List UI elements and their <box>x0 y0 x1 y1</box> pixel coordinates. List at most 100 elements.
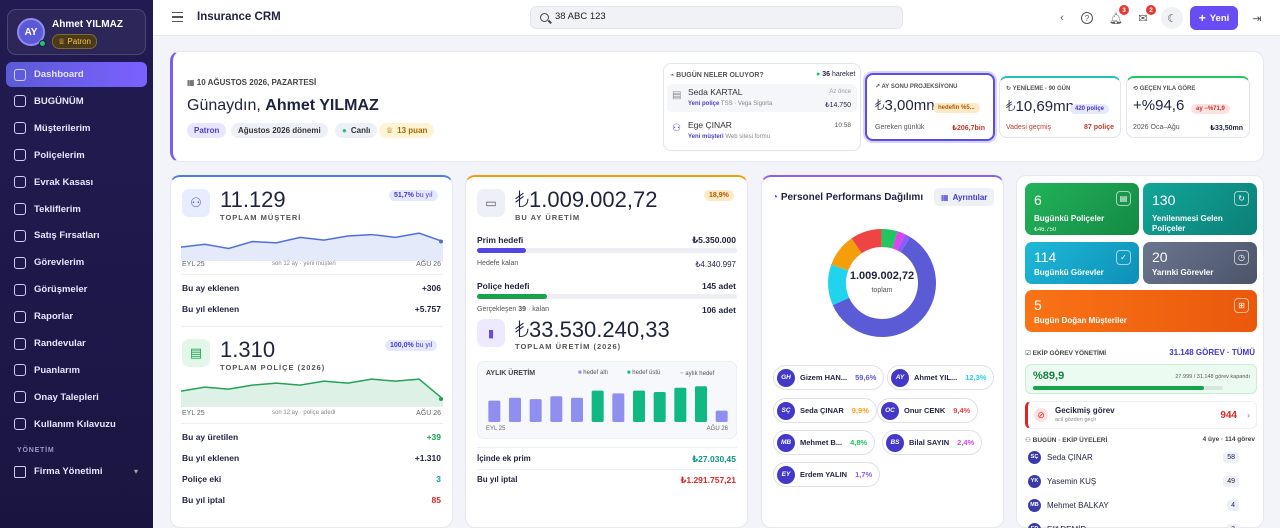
dark-mode-icon[interactable]: ☾ <box>1161 7 1183 29</box>
ek-label: İçinde ek prim <box>477 454 531 463</box>
sidebar-item-10[interactable]: Randevular <box>6 331 147 356</box>
performance-person[interactable]: BS Bilal SAYIN 2,4% <box>882 430 983 455</box>
tasks-progress-box: %89,9 27.999 / 31.148 görev kapandı <box>1025 364 1257 394</box>
person-avatar: AY <box>891 368 909 387</box>
monthly-bar <box>612 393 625 422</box>
tile-renewals[interactable]: 130 Yenilenmesi Gelen Poliçeler ↻ <box>1143 183 1257 235</box>
tasks-link[interactable]: 31.148 GÖREV · TÜMÜ <box>1169 348 1255 357</box>
bar-chart-icon: ▮ <box>477 319 505 347</box>
team-member-row[interactable]: ED Elif DEMİR 3 <box>1028 521 1245 528</box>
tasks-detail: 27.999 / 31.148 görev kapandı <box>1175 374 1250 380</box>
tile-todays-tasks[interactable]: 114 Bugünkü Görevler ✓ <box>1025 242 1139 284</box>
tile-todays-policies[interactable]: 6 Bugünkü Poliçeler ₺46.750 ▤ <box>1025 183 1139 235</box>
customers-badge-suffix: bu yıl <box>415 192 433 199</box>
team-member-row[interactable]: SÇ Seda ÇINAR 58 <box>1028 449 1245 465</box>
document-icon: ▤ <box>672 90 682 101</box>
member-avatar: MB <box>1028 498 1041 512</box>
new-button[interactable]: + Yeni <box>1190 6 1238 30</box>
sidebar-item-6[interactable]: Satış Fırsatları <box>6 223 147 248</box>
tile-value: 5 <box>1034 297 1042 313</box>
overdue-label: Gecikmiş görev <box>1055 406 1115 415</box>
sidebar-item-9[interactable]: Raporlar <box>6 304 147 329</box>
tile-tomorrow-tasks[interactable]: 20 Yarınki Görevler ◷ <box>1143 242 1257 284</box>
performance-person[interactable]: MB Mehmet B... 4,8% <box>773 430 876 455</box>
sidebar-item-firma-yonetimi[interactable]: Firma Yönetimi ▾ <box>6 459 147 484</box>
tasks-title-text: EKİP GÖREV YÖNETİMİ <box>1032 350 1107 357</box>
performance-title-text: Personel Performans Dağılımı <box>780 192 924 203</box>
person-name: Seda ÇINAR <box>800 406 844 415</box>
calendar-icon <box>14 95 26 108</box>
tasks-progress-track <box>1033 386 1223 390</box>
document-icon: ▤ <box>1116 191 1131 206</box>
person-pct: 9,4% <box>953 406 971 415</box>
member-name: Yasemin KUŞ <box>1047 476 1097 486</box>
online-status-dot <box>39 40 46 47</box>
member-avatar: ED <box>1028 522 1041 528</box>
bell-icon[interactable]: 🔔︎ 3 <box>1108 5 1129 26</box>
performance-person[interactable]: GH Gizem HAN... 59,6% <box>773 365 885 390</box>
production-label: BU AY ÜRETİM <box>515 213 581 222</box>
activity-item[interactable]: ⚇ Ege ÇINAR 10:58 Yeni müşteri Web sites… <box>667 117 857 145</box>
help-icon[interactable]: ? <box>1081 12 1093 24</box>
axis-label-right: AĞU 26 <box>706 426 728 432</box>
details-button[interactable]: ▦ Ayrıntılar <box>934 188 995 206</box>
logout-icon[interactable]: ⇥ <box>1252 12 1262 25</box>
sidebar-item-11[interactable]: Puanlarım <box>6 358 147 383</box>
member-count: 58 <box>1223 451 1239 463</box>
axis-label-right: AĞU 26 <box>416 261 441 268</box>
axis-label-left: EYL 25 <box>182 261 205 268</box>
sidebar-item-13[interactable]: Kullanım Kılavuzu <box>6 412 147 437</box>
sidebar-item-7[interactable]: Görevlerim <box>6 250 147 275</box>
tile-value: 114 <box>1034 249 1057 265</box>
performance-person[interactable]: AY Ahmet YIL... 12,3% <box>887 365 995 390</box>
search-box[interactable] <box>530 6 903 29</box>
monthly-bar <box>633 390 645 422</box>
sidebar-item-3[interactable]: Poliçelerim <box>6 143 147 168</box>
chevron-left-icon[interactable]: ‹ <box>1060 12 1064 24</box>
team-member-row[interactable]: YK Yasemin KUŞ 49 <box>1028 473 1245 489</box>
performance-person[interactable]: EY Erdem YALIN 1,7% <box>773 462 881 487</box>
profile-card[interactable]: AY Ahmet YILMAZ ♕ Patron <box>7 9 146 55</box>
prim-progress-track <box>477 248 737 253</box>
menu-icon[interactable] <box>172 12 183 22</box>
sidebar-item-0[interactable]: Dashboard <box>6 62 147 87</box>
policies-sparkline <box>181 378 443 407</box>
policies-value: 1.310 <box>220 337 276 362</box>
dashboard-icon <box>14 68 26 81</box>
kpi-badge: hedefin %5... <box>933 103 980 113</box>
kpi-renewal-card[interactable]: ↻ YENİLEME - 90 GÜN ₺10,69mn 420 poliçe … <box>999 76 1121 138</box>
kpi-yoy-card[interactable]: ⟲ GEÇEN YILA GÖRE +%94,6 ay −%71,9 2026 … <box>1126 76 1250 138</box>
sidebar-item-2[interactable]: Müşterilerim <box>6 116 147 141</box>
performance-person[interactable]: OC Onur CENK 9,4% <box>877 398 979 423</box>
users-icon: ⚇ <box>182 189 210 217</box>
tile-birthdays[interactable]: 5 Bugün Doğan Müşteriler ⊞ <box>1025 290 1257 332</box>
overdue-tasks-row[interactable]: ⊘ Gecikmiş görev acil gözden geçir 944 › <box>1025 401 1257 429</box>
stat-label: Bu yıl iptal <box>182 495 225 505</box>
performance-title: ◔ Personel Performans Dağılımı <box>772 192 923 203</box>
person-avatar: EY <box>777 465 795 484</box>
kpi-title: ↻ YENİLEME - 90 GÜN <box>1006 86 1071 92</box>
performance-person[interactable]: SÇ Seda ÇINAR 9,9% <box>773 398 877 423</box>
prim-value: ₺5.350.000 <box>692 235 736 245</box>
customers-card: ⚇ 11.129 TOPLAM MÜŞTERİ 51,7% bu yıl EYL… <box>170 175 453 528</box>
sidebar-item-8[interactable]: Görüşmeler <box>6 277 147 302</box>
sidebar-item-label: Onay Talepleri <box>34 391 99 403</box>
sidebar-item-1[interactable]: BUGÜNÜM <box>6 89 147 114</box>
activity-detail: Yeni müşteri Web sitesi formu <box>688 134 770 140</box>
remain-label: Hedefe kalan <box>477 260 519 267</box>
sidebar-item-label: Evrak Kasası <box>34 176 94 188</box>
sidebar-item-4[interactable]: Evrak Kasası <box>6 170 147 195</box>
sidebar-item-5[interactable]: Tekliflerim <box>6 197 147 222</box>
mail-icon[interactable]: ✉ 2 <box>1135 5 1156 26</box>
search-input[interactable] <box>555 11 885 22</box>
team-title-text: BUGÜN · EKİP ÜYELERİ <box>1032 437 1108 444</box>
kpi-projection-card[interactable]: ↗ AY SONU PROJEKSİYONU ₺3,00mn hedefin %… <box>865 73 995 141</box>
monthly-bars <box>488 386 728 422</box>
stat-label: Poliçe eki <box>182 474 222 484</box>
greeting-name: Ahmet YILMAZ <box>265 97 379 114</box>
done-suffix: · kalan <box>528 306 550 313</box>
activity-item[interactable]: ▤ Seda KARTAL Az önce Yeni poliçe TSS · … <box>667 84 857 112</box>
sidebar-item-label: Poliçelerim <box>34 149 85 161</box>
team-member-row[interactable]: MB Mehmet BALKAY 4 <box>1028 497 1245 513</box>
sidebar-item-12[interactable]: Onay Talepleri <box>6 385 147 410</box>
